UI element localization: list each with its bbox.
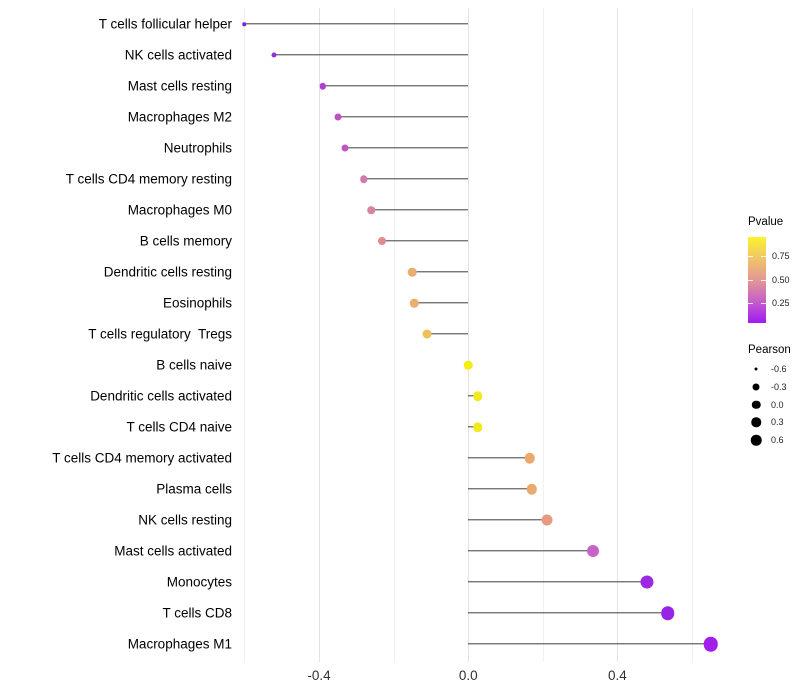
lollipop-stem [345, 147, 469, 149]
lollipop-stem [468, 550, 594, 552]
lollipop-dot [541, 514, 553, 526]
lollipop-dot [524, 452, 535, 464]
row-label: Dendritic cells resting [103, 264, 232, 280]
row-label: Mast cells resting [127, 78, 232, 94]
pearson-legend-label: 0.6 [771, 435, 784, 446]
lollipop-stem [468, 612, 668, 614]
lollipop-dot [472, 391, 483, 401]
lollipop-stem [468, 457, 530, 459]
row-label: Eosinophils [162, 295, 232, 311]
lollipop-stem [468, 519, 547, 521]
colorbar-tick-label: 0.25 [772, 297, 790, 308]
row-label: Dendritic cells activated [90, 388, 232, 404]
lollipop-stem [371, 209, 469, 211]
lollipop-dot [334, 113, 342, 121]
minor-gridline [691, 8, 693, 662]
row-label: Monocytes [166, 574, 232, 590]
row-label: Plasma cells [156, 481, 232, 497]
row-label: NK cells activated [124, 47, 232, 63]
lollipop-stem [363, 178, 469, 180]
x-tick-label: 0.0 [458, 668, 478, 683]
pearson-legend-title: Pearson [748, 344, 791, 356]
row-label: T cells regulatory Tregs [88, 326, 232, 342]
major-gridline [468, 8, 470, 662]
x-tick-label: 0.4 [608, 668, 627, 683]
pearson-legend-dot [750, 434, 762, 446]
minor-gridline [244, 8, 246, 662]
lollipop-dot [360, 175, 368, 183]
colorbar-tick [761, 256, 766, 258]
lollipop-stem [274, 54, 469, 56]
pvalue-colorbar [748, 237, 766, 323]
row-label: T cells CD4 memory activated [52, 450, 232, 466]
colorbar-tick [748, 256, 753, 258]
lollipop-dot [271, 52, 277, 58]
colorbar-tick [748, 302, 753, 304]
lollipop-dot [472, 422, 483, 432]
colorbar-tick [748, 279, 753, 281]
row-label: Macrophages M0 [127, 202, 232, 218]
minor-gridline [542, 8, 544, 662]
row-label: T cells CD4 naive [126, 419, 232, 435]
x-tick-label: -0.4 [307, 668, 331, 683]
row-label: T cells CD4 memory resting [65, 171, 232, 187]
row-label: T cells follicular helper [98, 16, 232, 32]
lollipop-stem [337, 116, 469, 118]
row-label: Neutrophils [163, 140, 232, 156]
lollipop-stem [244, 23, 469, 25]
lollipop-dot [367, 206, 375, 214]
pearson-legend-dot [751, 417, 761, 428]
lollipop-dot [341, 144, 349, 152]
lollipop-stem [468, 581, 648, 583]
colorbar-tick-label: 0.50 [772, 274, 790, 285]
major-gridline [319, 8, 321, 662]
pearson-legend-label: 0.3 [771, 417, 784, 428]
lollipop-stem [468, 643, 711, 645]
pearson-legend-dot [752, 383, 760, 391]
pearson-legend-dot [751, 400, 761, 409]
pearson-legend-dot [754, 367, 758, 371]
row-label: NK cells resting [138, 512, 232, 528]
lollipop-dot [660, 606, 675, 620]
lollipop-dot [409, 298, 419, 308]
pearson-legend-label: 0.0 [771, 399, 784, 410]
row-label: Macrophages M2 [127, 109, 232, 125]
pvalue-legend-title: Pvalue [748, 216, 784, 228]
lollipop-stem [427, 333, 469, 335]
lollipop-dot [526, 483, 537, 495]
row-label: Mast cells activated [114, 543, 232, 559]
lollipop-dot [640, 575, 654, 589]
lollipop-dot [422, 329, 432, 339]
lollipop-dot [463, 360, 473, 370]
lollipop-dot [242, 22, 247, 26]
lollipop-stem [382, 240, 469, 242]
pearson-legend-label: -0.3 [771, 381, 787, 392]
lollipop-stem [468, 488, 532, 490]
colorbar-tick [761, 279, 766, 281]
lollipop-dot [319, 82, 327, 90]
lollipop-stem [414, 302, 469, 304]
row-label: Macrophages M1 [127, 636, 232, 652]
pearson-legend-label: -0.6 [771, 364, 787, 374]
lollipop-dot [703, 636, 718, 652]
lollipop-stem [322, 85, 469, 87]
major-gridline [617, 8, 619, 662]
colorbar-tick-label: 0.75 [772, 251, 790, 262]
row-label: B cells memory [139, 233, 232, 249]
lollipop-stem [412, 271, 469, 273]
minor-gridline [393, 8, 395, 662]
lollipop-dot [408, 267, 417, 277]
lollipop-dot [378, 237, 387, 245]
colorbar-tick [761, 302, 766, 304]
row-label: T cells CD8 [162, 605, 232, 621]
row-label: B cells naive [156, 357, 232, 373]
lollipop-dot [587, 545, 600, 557]
